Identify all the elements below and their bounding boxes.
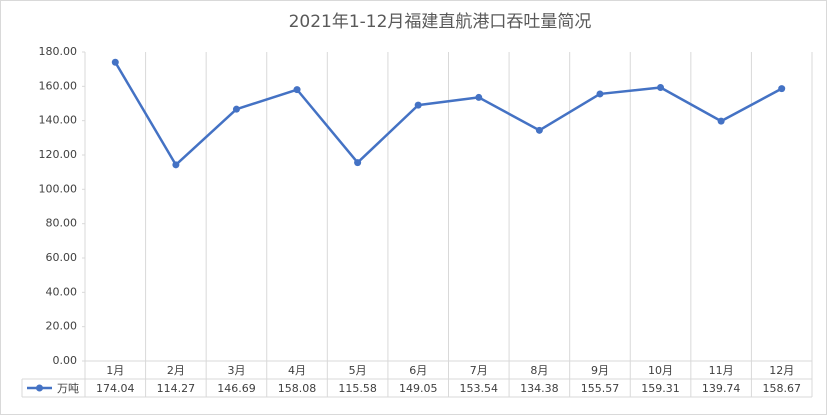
data-point [414,101,422,109]
y-tick-label: 60.00 [46,251,78,264]
x-tick-label: 1月 [106,364,124,377]
table-value: 153.54 [460,382,499,395]
data-point [354,159,362,167]
y-tick-label: 140.00 [39,114,78,127]
data-point [535,126,543,134]
x-tick-label: 8月 [530,364,548,377]
table-value: 114.27 [157,382,196,395]
x-tick-label: 5月 [349,364,367,377]
data-point [172,161,180,169]
table-value: 115.58 [338,382,377,395]
x-tick-label: 7月 [470,364,488,377]
x-tick-label: 2月 [167,364,185,377]
chart-title: 2021年1-12月福建直航港口吞吐量简况 [289,12,592,32]
data-point [111,58,119,66]
data-point [232,105,240,113]
table-value: 158.08 [278,382,317,395]
data-point [596,90,604,98]
x-tick-label: 4月 [288,364,306,377]
y-tick-label: 40.00 [46,285,78,298]
data-point [717,117,725,125]
table-value: 134.38 [520,382,559,395]
data-point [778,85,786,93]
y-tick-label: 20.00 [46,320,78,333]
table-value: 139.74 [702,382,741,395]
data-point [657,84,665,92]
series-line [114,61,783,167]
y-tick-label: 120.00 [39,148,78,161]
x-tick-label: 11月 [709,364,734,377]
y-tick-label: 0.00 [53,354,78,367]
data-point [475,93,483,101]
x-tick-label: 12月 [769,364,794,377]
y-tick-label: 160.00 [39,79,78,92]
y-tick-label: 80.00 [46,217,78,230]
x-tick-label: 6月 [409,364,427,377]
table-value: 158.67 [762,382,801,395]
y-tick-label: 180.00 [39,45,78,58]
legend-marker [36,384,43,392]
x-tick-label: 10月 [648,364,673,377]
legend-label: 万吨 [57,382,79,395]
data-point [293,86,301,94]
table-value: 149.05 [399,382,438,395]
x-tick-label: 9月 [591,364,609,377]
y-tick-label: 100.00 [39,182,78,195]
table-value: 155.57 [581,382,620,395]
table-value: 159.31 [641,382,680,395]
x-tick-label: 3月 [227,364,245,377]
table-value: 146.69 [217,382,256,395]
table-value: 174.04 [96,382,135,395]
